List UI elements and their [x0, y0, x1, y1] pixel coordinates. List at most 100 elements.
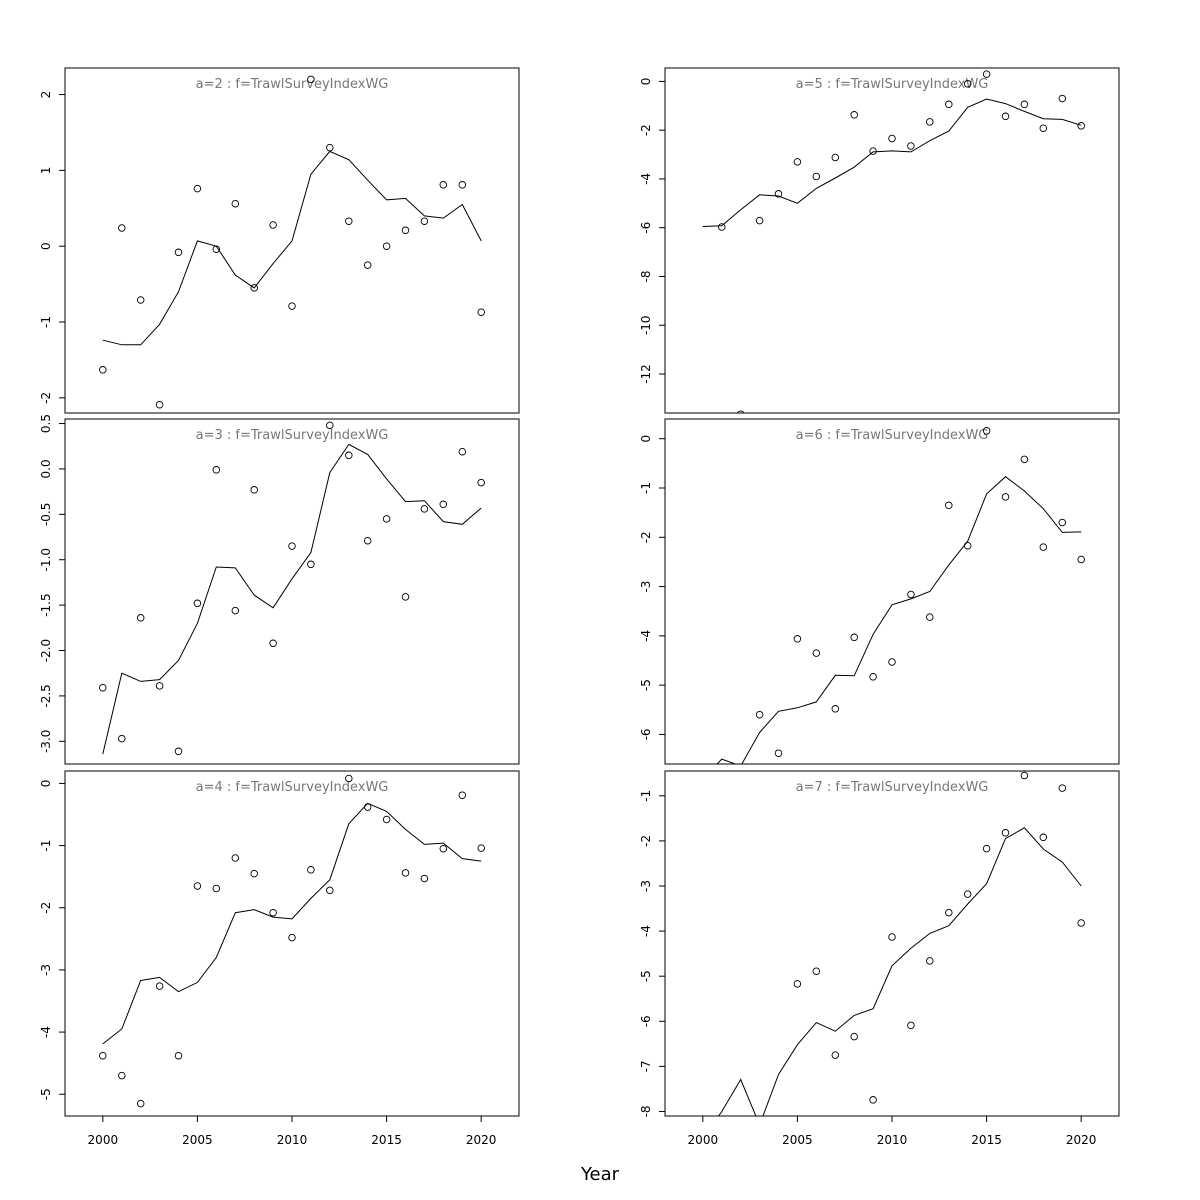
y-tick-label: -2: [39, 392, 53, 404]
fitted-line: [102, 443, 482, 755]
observed-point: [1020, 771, 1029, 780]
observed-point: [439, 181, 448, 189]
observed-point: [945, 100, 953, 109]
y-tick-label: -4: [639, 925, 653, 937]
observed-point: [420, 505, 429, 513]
panel-title: a=5 : f=TrawlSurveyIndexWG: [796, 77, 989, 92]
y-tick-label: -5: [639, 970, 653, 982]
fitted-line: [702, 98, 1082, 227]
observed-point: [231, 199, 240, 208]
observed-point: [250, 486, 258, 494]
observed-point: [850, 111, 858, 119]
observed-point: [420, 217, 429, 225]
plot-data: [718, 771, 1085, 1116]
observed-point: [382, 515, 391, 523]
observed-point: [363, 536, 372, 545]
plot-data: [99, 75, 485, 409]
observed-point: [401, 226, 410, 235]
observed-point: [982, 844, 991, 853]
observed-point: [831, 153, 840, 162]
panel-2: a=5 : f=TrawlSurveyIndexWG -12 -10 -8 -6 -4 -2…: [639, 67, 1120, 414]
observed-point: [155, 400, 164, 409]
observed-point: [907, 142, 915, 150]
observed-point: [831, 705, 840, 713]
y-tick-label: -2: [639, 124, 653, 136]
observed-point: [269, 639, 277, 648]
y-tick-label: -3: [639, 880, 653, 892]
observed-point: [136, 1099, 145, 1108]
observed-point: [963, 890, 972, 898]
observed-point: [174, 248, 183, 257]
observed-point: [269, 908, 277, 917]
plot-data: [99, 421, 485, 756]
x-tick-label: 2015: [371, 1133, 402, 1147]
observed-point: [477, 844, 485, 852]
observed-point: [458, 181, 467, 189]
observed-point: [458, 447, 467, 456]
plot-frame: [64, 418, 520, 765]
panel-title: a=3 : f=TrawlSurveyIndexWG: [196, 428, 389, 443]
observed-point: [888, 658, 896, 666]
observed-point: [888, 134, 896, 143]
observed-point: [850, 633, 858, 642]
observed-point: [774, 749, 783, 757]
observed-point: [99, 1051, 107, 1060]
observed-point: [907, 1021, 915, 1030]
y-tick-label: -1.0: [39, 548, 53, 571]
observed-point: [382, 242, 391, 250]
observed-point: [926, 957, 934, 965]
fitted-line: [716, 476, 1082, 764]
observed-point: [963, 80, 972, 88]
y-tick-label: -5: [39, 1088, 53, 1100]
observed-point: [250, 284, 258, 292]
observed-point: [774, 190, 783, 198]
plot-data: [99, 774, 485, 1108]
x-tick-label: 2010: [277, 1133, 308, 1147]
observed-point: [926, 613, 934, 621]
observed-point: [1001, 112, 1010, 121]
observed-point: [718, 223, 726, 231]
y-tick-label: -3.0: [39, 730, 53, 753]
y-tick-label: -2.0: [39, 639, 53, 662]
y-tick-label: -1: [39, 316, 53, 328]
observed-point: [1039, 833, 1048, 842]
observed-point: [363, 261, 372, 269]
x-tick-label: 2000: [688, 1133, 719, 1147]
observed-point: [869, 1096, 877, 1104]
observed-point: [307, 75, 315, 84]
plot-data: [702, 70, 1085, 413]
y-tick-label: -3: [39, 964, 53, 976]
observed-point: [755, 710, 764, 719]
y-tick-label: 0: [39, 780, 53, 788]
observed-point: [420, 874, 429, 883]
observed-point: [831, 1051, 840, 1059]
y-tick-label: -0.5: [39, 503, 53, 526]
observed-point: [99, 683, 107, 692]
panel-6: a=7 : f=TrawlSurveyIndexWG -8 -7 -6 -5 -4 -3 -2…: [639, 770, 1120, 1147]
y-tick-label: -5: [639, 679, 653, 691]
observed-point: [477, 308, 485, 316]
observed-point: [926, 118, 934, 126]
observed-point: [307, 866, 315, 874]
observed-point: [174, 1051, 183, 1060]
observed-point: [945, 501, 953, 510]
observed-point: [288, 933, 296, 942]
y-tick-label: 1: [39, 167, 53, 175]
panel-title: a=4 : f=TrawlSurveyIndexWG: [196, 780, 389, 795]
observed-point: [1077, 555, 1085, 564]
y-tick-label: -6: [639, 728, 653, 740]
observed-point: [755, 216, 764, 225]
x-tick-label: 2020: [1066, 1133, 1097, 1147]
plot-frame: [64, 67, 520, 414]
observed-point: [288, 302, 296, 310]
observed-point: [174, 747, 183, 756]
y-tick-label: -2: [639, 835, 653, 847]
observed-point: [1001, 829, 1010, 837]
observed-point: [118, 224, 126, 232]
observed-point: [212, 466, 221, 474]
observed-point: [193, 882, 202, 890]
observed-point: [793, 980, 802, 988]
observed-point: [99, 366, 107, 374]
